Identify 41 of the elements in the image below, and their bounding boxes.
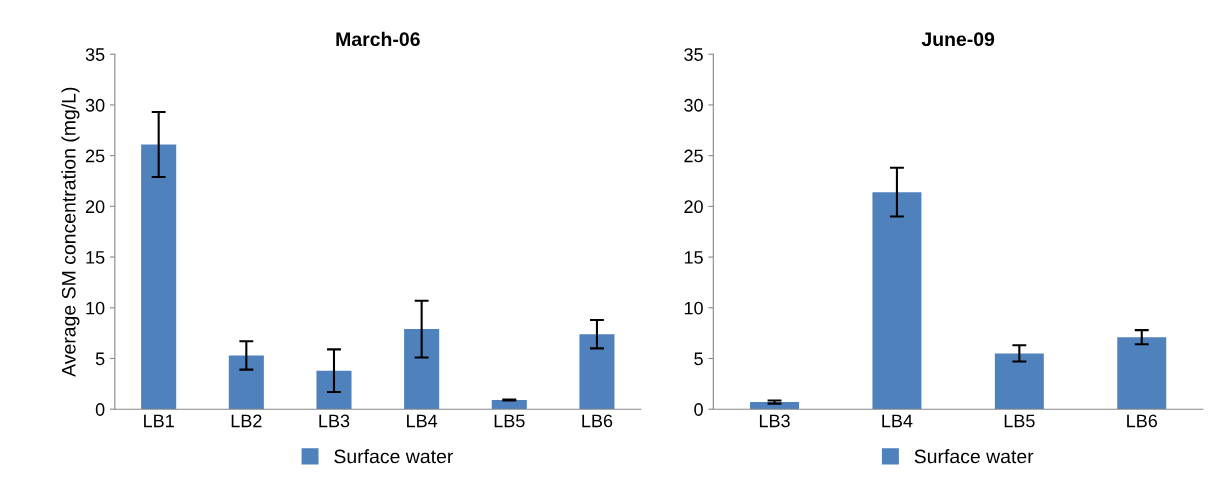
bar — [228, 355, 264, 410]
y-tick-label: 5 — [95, 352, 105, 366]
legend-label: Surface water — [334, 449, 454, 464]
bar — [491, 400, 527, 410]
bar — [750, 402, 799, 410]
x-tick-label: LB3 — [759, 414, 790, 428]
y-tick-label: 15 — [684, 251, 703, 264]
x-tick-label: LB2 — [231, 414, 262, 428]
bar — [141, 144, 177, 410]
y-tick-label: 35 — [684, 48, 703, 61]
y-tick-label: 0 — [95, 403, 105, 416]
bar — [404, 329, 440, 410]
x-tick-label: LB4 — [882, 414, 913, 428]
x-tick-label: LB5 — [494, 414, 525, 428]
bar — [994, 353, 1044, 410]
y-tick-label: 5 — [694, 352, 703, 366]
y-tick-label: 35 — [85, 48, 105, 61]
y-tick-label: 25 — [684, 149, 703, 163]
bar — [872, 192, 922, 410]
y-tick-label: 10 — [684, 301, 703, 315]
y-tick-label: 25 — [85, 149, 105, 163]
y-axis-title: Average SM concentration (mg/L) — [61, 87, 80, 377]
chart-title: June-09 — [921, 32, 995, 47]
y-tick-label: 20 — [85, 200, 105, 214]
x-tick-label: LB6 — [582, 414, 613, 428]
x-tick-label: LB1 — [144, 414, 174, 428]
bar — [579, 334, 615, 410]
y-tick-label: 0 — [694, 403, 703, 416]
bar — [316, 370, 352, 410]
chart-title: March-06 — [336, 31, 420, 47]
x-tick-label: LB6 — [1127, 414, 1158, 428]
y-tick-label: 10 — [86, 301, 105, 315]
y-tick-label: 15 — [86, 251, 105, 264]
x-tick-label: LB3 — [319, 414, 350, 428]
y-tick-label: 30 — [684, 98, 703, 112]
y-tick-label: 20 — [684, 200, 703, 214]
bar — [1117, 337, 1167, 410]
x-tick-label: LB4 — [407, 414, 438, 428]
legend-label: Surface water — [914, 449, 1034, 464]
x-tick-label: LB5 — [1004, 414, 1035, 428]
y-tick-label: 30 — [85, 98, 105, 112]
